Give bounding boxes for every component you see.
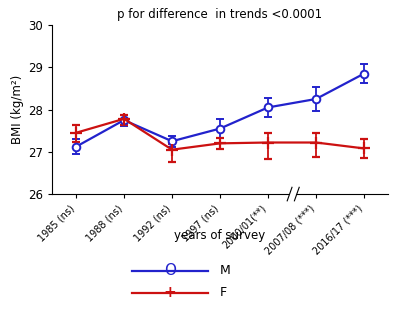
Text: M: M xyxy=(220,264,231,277)
Text: +: + xyxy=(164,285,176,300)
Text: O: O xyxy=(164,263,176,278)
Text: F: F xyxy=(220,286,227,299)
Title: p for difference  in trends <0.0001: p for difference in trends <0.0001 xyxy=(118,8,322,21)
Text: years of survey: years of survey xyxy=(174,229,266,243)
Y-axis label: BMI (kg/m²): BMI (kg/m²) xyxy=(11,75,24,144)
